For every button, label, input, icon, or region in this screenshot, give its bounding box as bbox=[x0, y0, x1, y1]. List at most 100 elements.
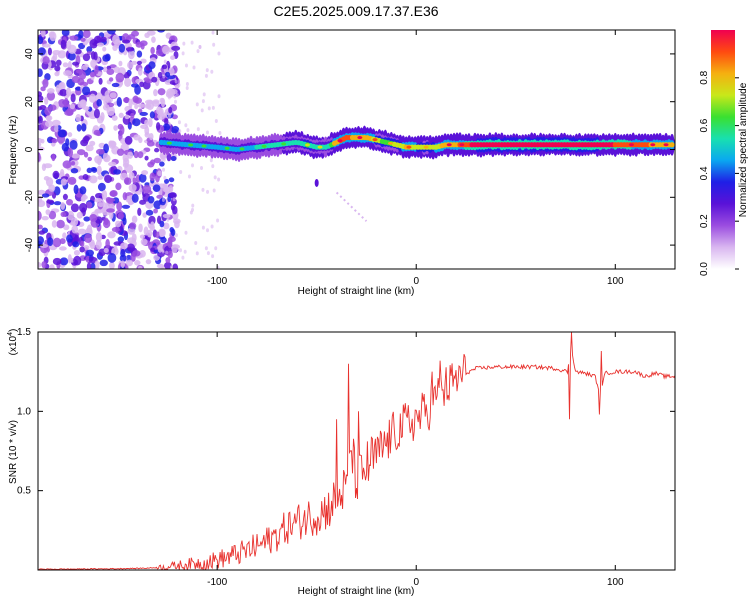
spectrogram-noise-blob bbox=[139, 81, 145, 88]
spectrogram-noise-blob bbox=[63, 70, 73, 77]
spectrogram-noise-blob bbox=[51, 119, 61, 127]
spectrogram-noise-blob bbox=[132, 118, 141, 127]
spectrogram-noise-blob bbox=[125, 259, 133, 267]
spectrogram-noise-blob bbox=[127, 200, 134, 206]
spectrogram-noise-blob bbox=[172, 197, 176, 202]
spectrogram-noise-blob bbox=[127, 49, 135, 60]
spectrogram-noise-blob bbox=[113, 169, 121, 175]
spectrogram-ridge-peak bbox=[446, 143, 452, 147]
spectrogram-ridge-peak bbox=[628, 143, 634, 147]
spectrogram-noise-blob bbox=[125, 47, 135, 52]
spectrogram-noise-blob bbox=[59, 246, 67, 251]
spectrogram-noise-blob bbox=[133, 150, 139, 159]
spectrogram-noise-blob bbox=[62, 232, 67, 239]
spectrogram-noise-blob bbox=[146, 140, 155, 147]
spectrogram-noise-blob bbox=[138, 173, 147, 183]
spectrogram-noise-blob bbox=[83, 233, 93, 243]
spectrogram-noise-blob bbox=[131, 233, 137, 242]
spectrogram-noise-blob bbox=[38, 142, 42, 147]
spectrogram-noise-blob bbox=[171, 45, 181, 51]
spectrogram-noise-blob bbox=[166, 217, 170, 222]
snr-y-label: SNR (10 * v/v) bbox=[8, 420, 19, 484]
spectrogram-noise-blob bbox=[201, 225, 205, 230]
spectrogram-noise-blob bbox=[111, 115, 118, 121]
spectrogram-noise-blob bbox=[191, 203, 195, 208]
spectrogram-noise-blob bbox=[44, 96, 49, 105]
spectrogram-noise-blob bbox=[73, 184, 79, 195]
spectrogram-noise-blob bbox=[47, 88, 55, 94]
spectrogram-y-tick-label: 40 bbox=[24, 48, 35, 60]
spectrogram-noise-blob bbox=[44, 107, 52, 116]
spectrogram-noise-blob bbox=[185, 82, 189, 87]
spectrogram-noise-blob bbox=[102, 54, 110, 62]
spectrogram-noise-blob bbox=[104, 174, 113, 184]
spectrogram-noise-blob bbox=[217, 94, 221, 99]
spectrogram-noise-blob bbox=[145, 79, 153, 84]
spectrogram-noise-blob bbox=[54, 124, 59, 133]
spectrogram-noise-blob bbox=[60, 211, 67, 217]
spectrogram-noise-blob bbox=[102, 66, 108, 73]
spectrogram-noise-blob bbox=[109, 140, 117, 148]
spectrogram-noise-blob bbox=[115, 220, 122, 228]
spectrogram-noise-blob bbox=[189, 210, 193, 215]
spectrogram-noise-blob bbox=[53, 201, 62, 206]
spectrogram-noise-blob bbox=[63, 98, 69, 108]
spectrogram-noise-blob bbox=[217, 51, 221, 56]
colorbar-axis: 0.0 0.2 0.4 0.6 0.8 bbox=[699, 70, 739, 276]
spectrogram-noise-blob bbox=[38, 137, 43, 144]
spectrogram-noise-blob bbox=[167, 239, 173, 248]
spectrogram-noise-blob bbox=[51, 220, 58, 228]
spectrogram-noise-blob bbox=[177, 120, 181, 125]
spectrogram-noise-blob bbox=[89, 140, 96, 147]
spectrogram-noise-blob bbox=[52, 49, 61, 55]
spectrogram-noise-blob bbox=[173, 99, 177, 104]
snr-frame bbox=[37, 331, 676, 571]
spectrogram-noise-blob bbox=[205, 130, 209, 135]
spectrogram-noise-blob bbox=[162, 184, 169, 193]
snr-scale-prefix: (x10 bbox=[8, 335, 19, 355]
spectrogram-noise-blob bbox=[89, 71, 96, 78]
spectrogram-noise-blob bbox=[152, 100, 160, 107]
spectrogram-noise-blob bbox=[66, 234, 73, 243]
spectrogram-noise-blob bbox=[76, 124, 82, 132]
spectrogram-noise-blob bbox=[101, 189, 108, 200]
spectrogram-noise-blob bbox=[156, 194, 164, 199]
spectrogram-noise-blob bbox=[59, 169, 65, 177]
spectrogram-noise-blob bbox=[132, 177, 137, 185]
spectrogram-noise-blob bbox=[79, 81, 89, 87]
spectrogram-noise-blob bbox=[71, 225, 79, 234]
colorbar-gradient bbox=[711, 30, 735, 269]
spectrogram-noise-blob bbox=[145, 259, 152, 265]
spectrogram-noise-blob bbox=[153, 208, 158, 214]
spectrogram-noise-blob bbox=[109, 92, 117, 99]
spectrogram-noise-blob bbox=[107, 252, 117, 263]
spectrogram-noise-blob bbox=[112, 44, 118, 51]
spectrogram-noise-blob bbox=[46, 199, 55, 204]
spectrogram-noise-blob bbox=[72, 241, 80, 248]
spectrogram-x-label: Height of straight line (km) bbox=[298, 286, 415, 297]
spectrogram-noise-blob bbox=[105, 196, 112, 203]
spectrogram-noise-blob bbox=[122, 39, 131, 44]
spectrogram-noise-blob bbox=[134, 97, 142, 104]
spectrogram-noise-blob bbox=[122, 192, 128, 201]
spectrogram-noise-blob bbox=[162, 45, 171, 55]
spectrogram-noise-blob bbox=[42, 78, 49, 88]
colorbar-tick-label: 0.0 bbox=[699, 262, 710, 276]
spectrogram-noise-blob bbox=[75, 113, 82, 122]
spectrogram-noise-blob bbox=[94, 260, 100, 269]
spectrogram-noise-blob bbox=[62, 62, 69, 68]
spectrogram-noise-blob bbox=[67, 210, 75, 221]
figure-title: C2E5.2025.009.17.37.E36 bbox=[273, 3, 438, 19]
spectrogram-ridge-peak bbox=[510, 143, 516, 147]
spectrogram-noise-blob bbox=[115, 182, 122, 191]
spectrogram-noise-blob bbox=[157, 88, 166, 96]
spectrogram-noise-blob bbox=[168, 88, 178, 95]
spectrogram-ridge bbox=[158, 125, 675, 222]
spectrogram-noise-blob bbox=[52, 170, 60, 179]
spectrogram-noise-blob bbox=[73, 255, 82, 266]
spectrogram-noise-blob bbox=[170, 204, 176, 211]
spectrogram-ridge-peak bbox=[583, 143, 589, 147]
spectrogram-noise-blob bbox=[120, 260, 125, 268]
spectrogram-noise-blob bbox=[200, 108, 204, 113]
spectrogram-noise-blob bbox=[95, 92, 103, 102]
